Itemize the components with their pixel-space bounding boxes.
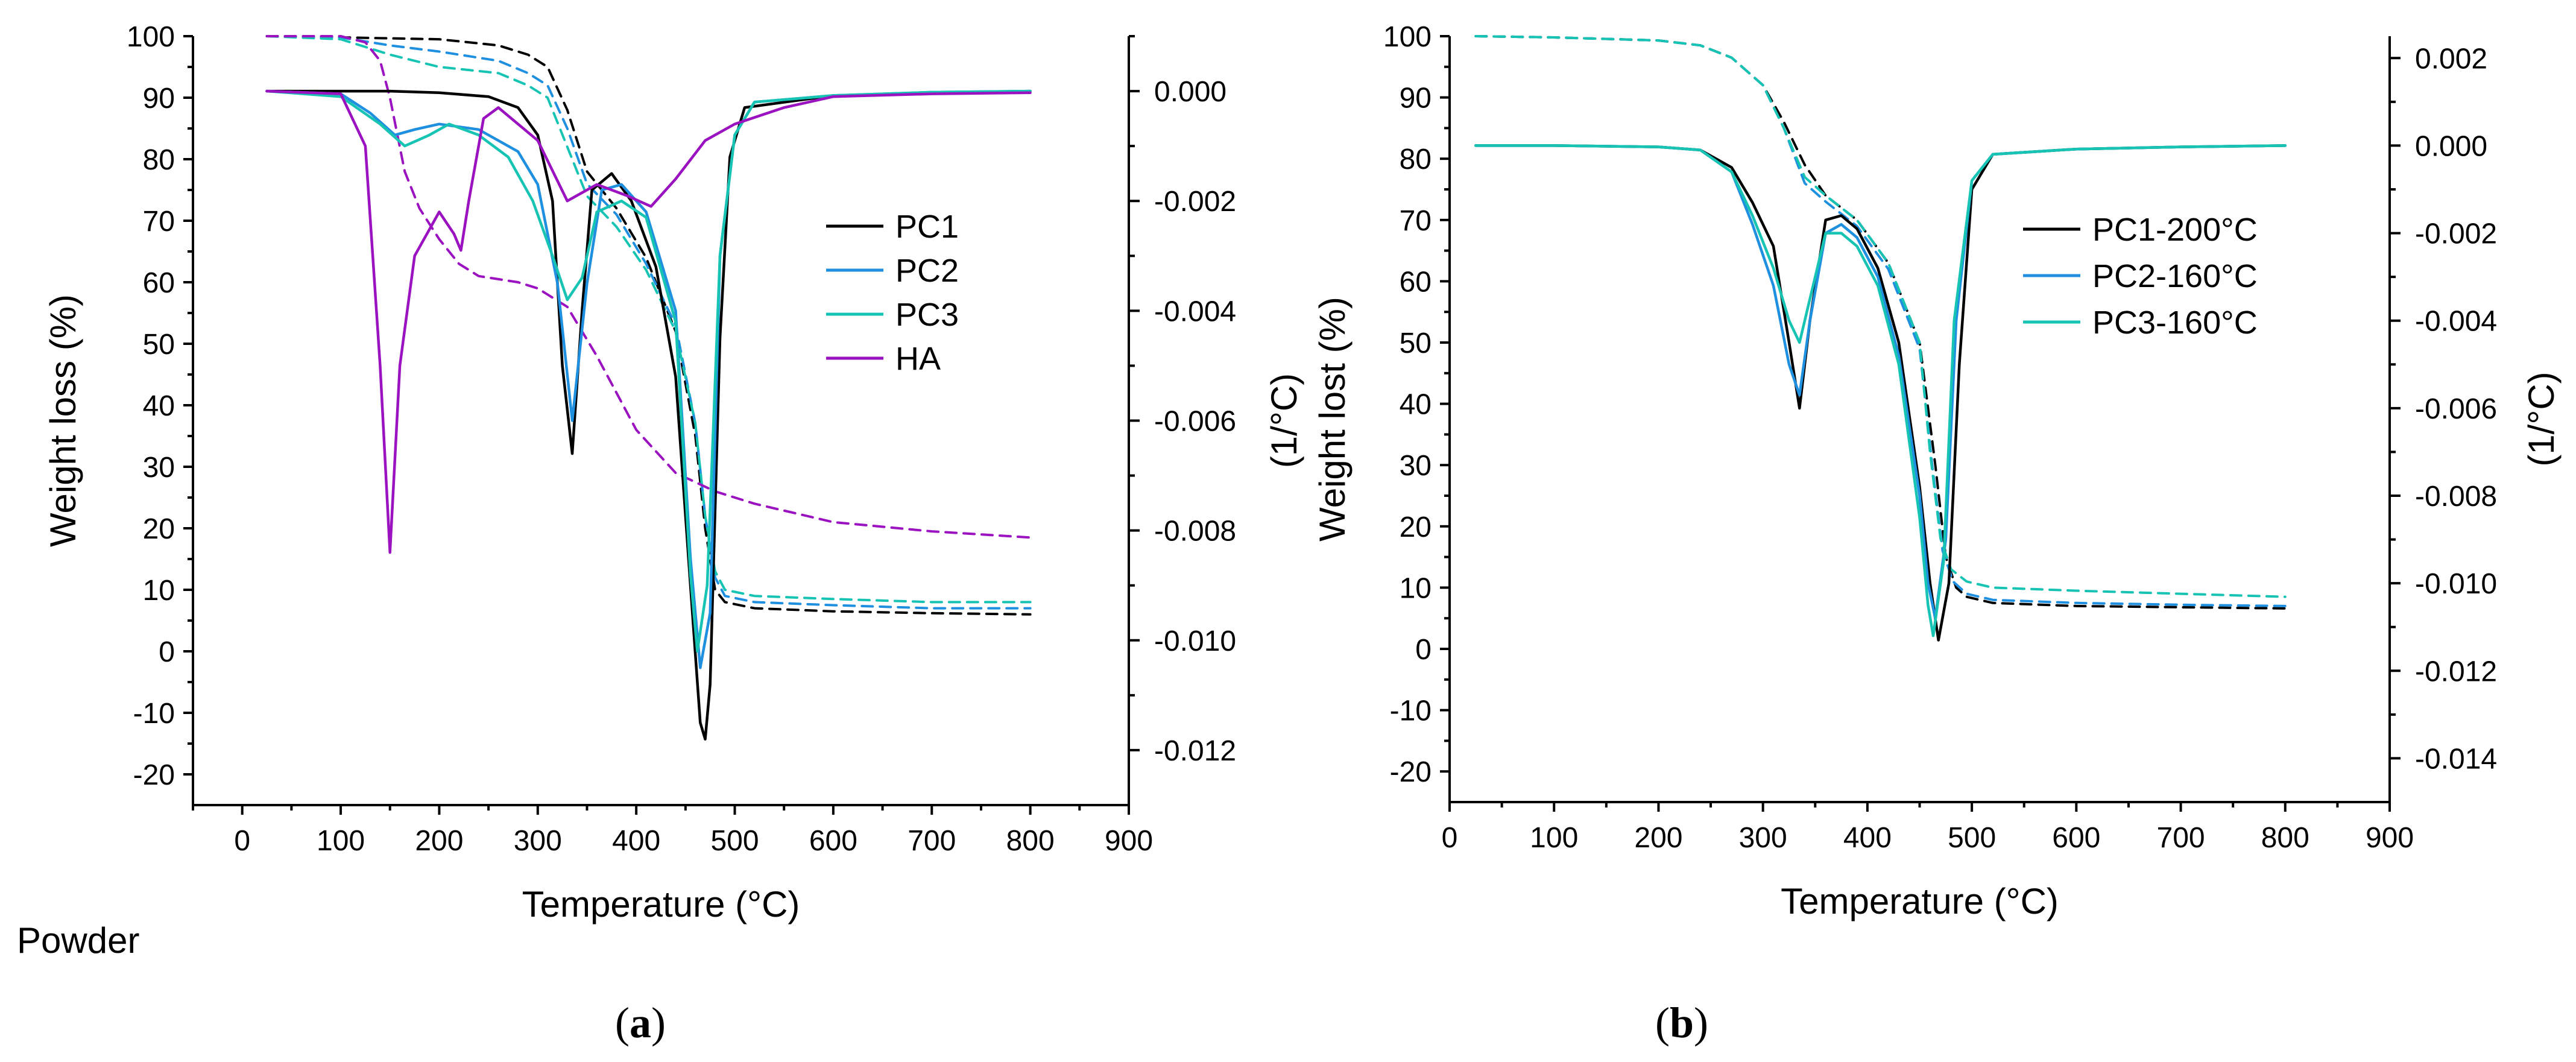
y-right-tick-label: -0.006: [2415, 393, 2497, 425]
y-left-tick-label: 20: [143, 513, 175, 545]
x-tick-label: 400: [1843, 822, 1892, 854]
y-left-tick-label: 90: [1400, 83, 1432, 115]
y-left-tick-label: -10: [1390, 695, 1432, 727]
y-right-tick-label: -0.002: [1154, 186, 1236, 218]
powder-annotation: Powder: [17, 920, 139, 961]
x-tick-label: 100: [317, 825, 365, 857]
y-right-tick-label: 0.000: [1154, 76, 1226, 108]
x-tick-label: 200: [1634, 822, 1682, 854]
y-left-tick-label: 100: [1383, 21, 1432, 53]
y-right-tick-label: -0.002: [2415, 218, 2497, 250]
y-left-tick-label: 20: [1400, 511, 1432, 543]
legend-label-pc3: PC3: [895, 297, 959, 333]
y-right-tick-label: -0.010: [2415, 568, 2497, 600]
legend-label-pc2-160-c: PC2-160°C: [2092, 258, 2258, 294]
x-tick-label: 800: [2261, 822, 2309, 854]
legend-label-pc1-200-c: PC1-200°C: [2092, 212, 2258, 248]
legend-label-ha: HA: [895, 341, 941, 377]
y-right-tick-label: 0.000: [2415, 130, 2487, 162]
y-right-tick-label: -0.012: [1154, 735, 1236, 767]
y-left-tick-label: 60: [143, 267, 175, 299]
y-left-tick-label: 30: [1400, 450, 1432, 482]
y-left-tick-label: 40: [1400, 389, 1432, 421]
legend-label-pc2: PC2: [895, 253, 959, 289]
panel-label-a: (a): [615, 999, 666, 1047]
series-pc2-160-c-weight-line: [1474, 35, 2287, 607]
x-tick-label: 500: [710, 825, 759, 857]
y-left-tick-label: 70: [143, 206, 175, 238]
x-tick-label: 500: [1948, 822, 1996, 854]
x-tick-label: 400: [612, 825, 660, 857]
y-axis-left-title: Weight loss (%): [43, 294, 83, 547]
y-left-tick-label: -10: [133, 698, 175, 730]
y-left-tick-label: 40: [143, 390, 175, 422]
legend-label-pc3-160-c: PC3-160°C: [2092, 305, 2258, 341]
y-right-tick-label: -0.008: [1154, 516, 1236, 548]
y-left-tick-label: 10: [1400, 572, 1432, 604]
x-tick-label: 900: [2366, 822, 2414, 854]
y-left-tick-label: 0: [159, 636, 175, 668]
series-pc3-derivative-line: [265, 89, 1032, 653]
y-right-tick-label: -0.004: [1154, 296, 1236, 327]
x-tick-label: 0: [234, 825, 250, 857]
x-tick-label: 300: [1739, 822, 1787, 854]
y-left-tick-label: 70: [1400, 205, 1432, 237]
series-ha-derivative-line: [265, 89, 1032, 554]
legend-label-pc1: PC1: [895, 209, 959, 245]
y-left-tick-label: 100: [127, 21, 175, 53]
x-tick-label: 800: [1006, 825, 1055, 857]
y-right-tick-label: 0.002: [2415, 43, 2487, 75]
y-left-tick-label: -20: [1390, 756, 1432, 788]
y-axis-left-title: Weight lost (%): [1312, 297, 1353, 542]
y-left-tick-label: -20: [133, 759, 175, 791]
y-axis-right-title: (1/°C): [2521, 371, 2562, 466]
series-pc3-160-c-derivative-line: [1474, 144, 2287, 637]
y-right-tick-label: -0.008: [2415, 481, 2497, 513]
panel-label-b: (b): [1655, 999, 1708, 1047]
series-pc3-160-c-weight-line: [1474, 35, 2287, 598]
series-ha-weight-line: [265, 35, 1032, 539]
y-right-tick-label: -0.010: [1154, 625, 1236, 657]
x-axis-title: Temperature (°C): [1781, 881, 2059, 921]
chart-panel-b: 0 100 200 300 400 500 600 700 800 900 -20 -10 0 10 20 3…: [1312, 21, 2562, 921]
series-pc2-weight-line: [265, 35, 1032, 610]
x-tick-label: 300: [514, 825, 562, 857]
x-tick-label: 100: [1530, 822, 1578, 854]
y-left-tick-label: 60: [1400, 266, 1432, 298]
y-left-tick-label: 90: [143, 83, 175, 115]
y-left-tick-label: 50: [1400, 327, 1432, 359]
y-left-tick-label: 0: [1415, 634, 1432, 666]
x-tick-label: 600: [2052, 822, 2100, 854]
y-right-tick-label: -0.012: [2415, 656, 2497, 687]
x-tick-label: 900: [1105, 825, 1153, 857]
y-left-tick-label: 30: [143, 452, 175, 484]
y-right-tick-label: -0.014: [2415, 743, 2497, 775]
series-pc1-weight-line: [265, 35, 1032, 616]
y-right-tick-label: -0.006: [1154, 406, 1236, 438]
y-left-tick-label: 80: [143, 144, 175, 176]
y-axis-right-title: (1/°C): [1264, 373, 1304, 468]
y-right-tick-label: -0.004: [2415, 306, 2497, 338]
chart-panel-a: 0 100 200 300 400 500 600 700 800 900 -20 -10 0 10 20 3…: [43, 21, 1304, 925]
y-left-tick-label: 80: [1400, 144, 1432, 175]
x-tick-label: 200: [415, 825, 463, 857]
y-left-tick-label: 10: [143, 575, 175, 607]
y-left-tick-label: 50: [143, 329, 175, 361]
series-pc3-weight-line: [265, 35, 1032, 604]
x-tick-label: 700: [2157, 822, 2205, 854]
x-axis-title: Temperature (°C): [522, 884, 800, 925]
series-pc1-derivative-line: [265, 89, 1032, 741]
x-tick-label: 600: [809, 825, 857, 857]
x-tick-label: 0: [1442, 822, 1458, 854]
x-tick-label: 700: [908, 825, 956, 857]
